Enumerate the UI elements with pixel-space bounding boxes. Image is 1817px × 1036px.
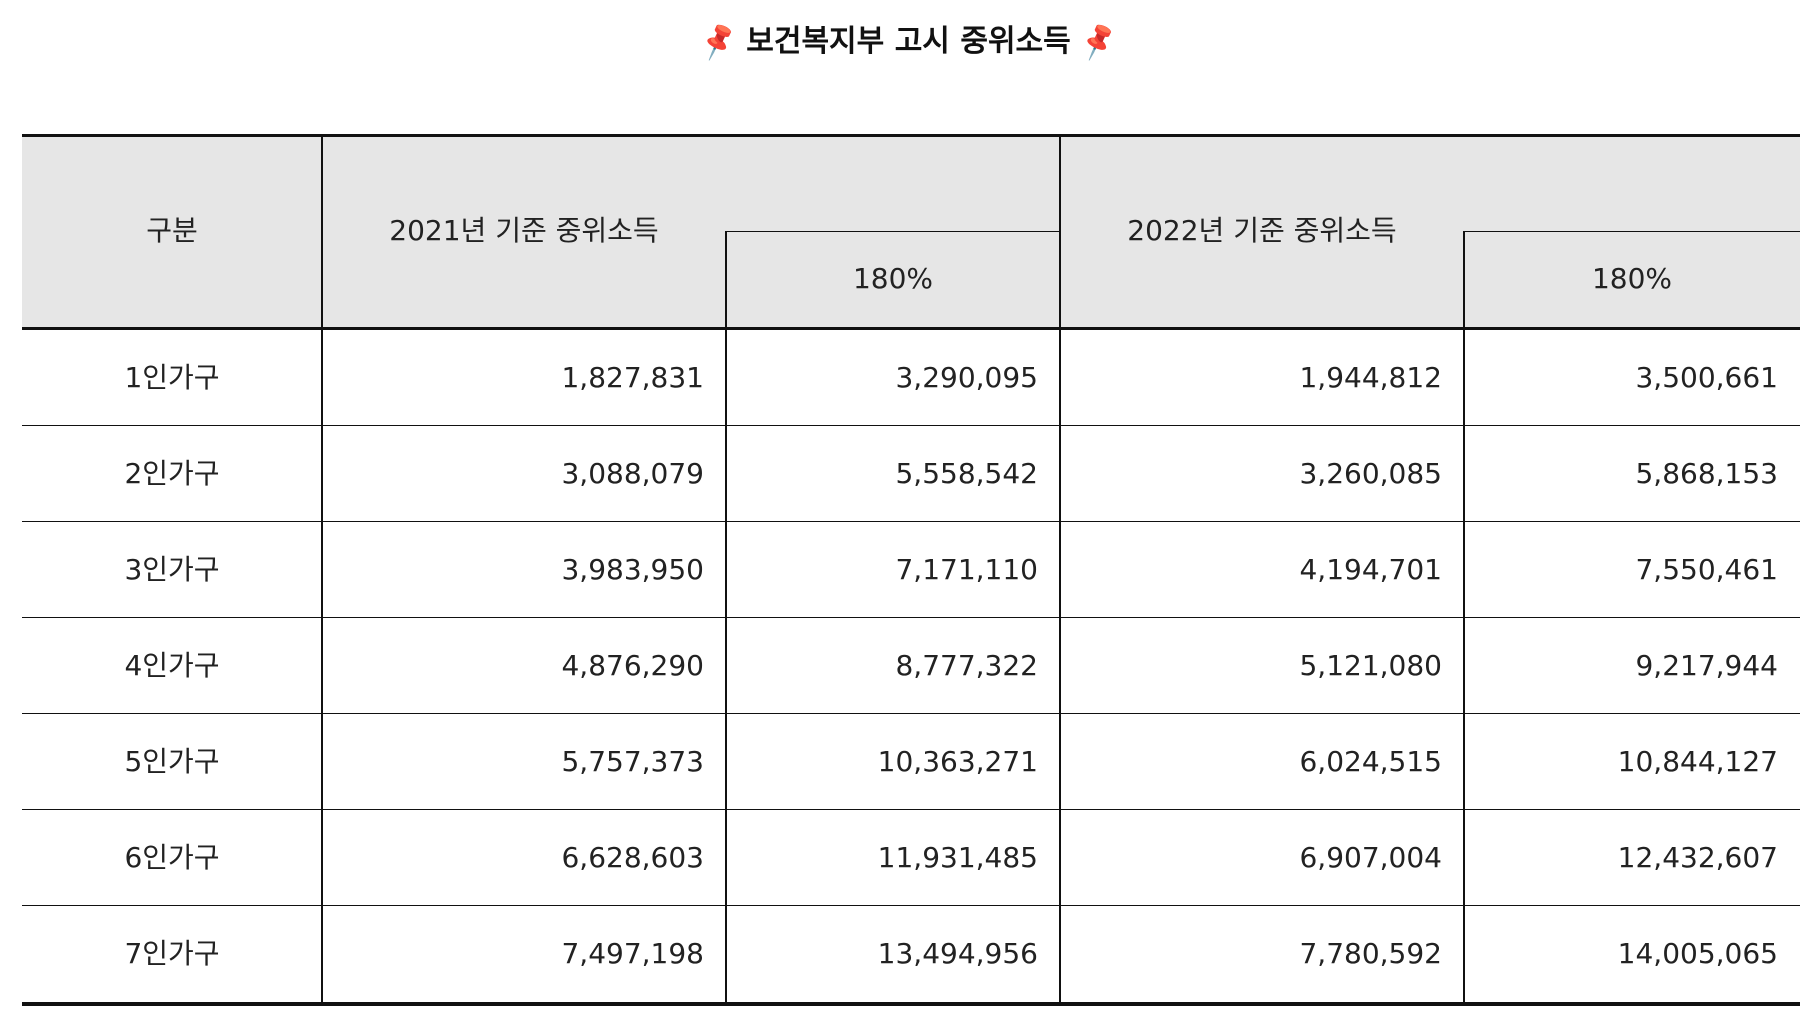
row-divider xyxy=(22,617,1800,618)
cell-2021-180pct: 13,494,956 xyxy=(877,937,1038,970)
cell-2021-median: 1,827,831 xyxy=(561,361,704,394)
cell-2022-median: 3,260,085 xyxy=(1299,457,1442,490)
cell-2021-median: 5,757,373 xyxy=(561,745,704,778)
header-2021-180pct: 180% xyxy=(852,262,934,295)
page-title: 📌 보건복지부 고시 중위소득 📌 xyxy=(0,18,1817,66)
median-income-table: 구분 2021년 기준 중위소득 180% 2022년 기준 중위소득 180%… xyxy=(22,134,1800,1006)
header-2022-180pct: 180% xyxy=(1591,262,1673,295)
pushpin-icon: 📌 xyxy=(1075,20,1121,63)
row-label: 2인가구 xyxy=(124,457,220,490)
header-2021-median: 2021년 기준 중위소득 xyxy=(389,214,659,247)
row-label: 4인가구 xyxy=(124,649,220,682)
cell-2021-180pct: 10,363,271 xyxy=(877,745,1038,778)
cell-2021-180pct: 8,777,322 xyxy=(895,649,1038,682)
cell-2022-median: 1,944,812 xyxy=(1299,361,1442,394)
cell-2022-180pct: 12,432,607 xyxy=(1617,841,1778,874)
row-divider xyxy=(22,521,1800,522)
sub-header-divider-2021 xyxy=(726,231,1060,232)
cell-2022-180pct: 9,217,944 xyxy=(1635,649,1778,682)
cell-2021-180pct: 11,931,485 xyxy=(877,841,1038,874)
cell-2021-median: 3,983,950 xyxy=(561,553,704,586)
header-2022-median: 2022년 기준 중위소득 xyxy=(1127,214,1397,247)
row-divider xyxy=(22,425,1800,426)
cell-2022-median: 6,024,515 xyxy=(1299,745,1442,778)
row-divider xyxy=(22,713,1800,714)
cell-2021-median: 3,088,079 xyxy=(561,457,704,490)
pushpin-icon: 📌 xyxy=(696,20,741,63)
cell-2021-180pct: 3,290,095 xyxy=(895,361,1038,394)
column-divider xyxy=(1059,134,1061,1004)
row-label: 6인가구 xyxy=(124,841,220,874)
row-divider xyxy=(22,905,1800,906)
title-text: 보건복지부 고시 중위소득 xyxy=(746,24,1071,59)
cell-2022-180pct: 7,550,461 xyxy=(1635,553,1778,586)
sub-header-divider-2022 xyxy=(1464,231,1800,232)
cell-2022-180pct: 10,844,127 xyxy=(1617,745,1778,778)
cell-2021-median: 4,876,290 xyxy=(561,649,704,682)
row-label: 3인가구 xyxy=(124,553,220,586)
row-label: 1인가구 xyxy=(124,361,220,394)
table-bottom-border xyxy=(22,1002,1800,1006)
cell-2021-180pct: 7,171,110 xyxy=(895,553,1038,586)
cell-2022-median: 7,780,592 xyxy=(1299,937,1442,970)
header-bottom-border xyxy=(22,327,1800,330)
cell-2021-median: 6,628,603 xyxy=(561,841,704,874)
row-divider xyxy=(22,809,1800,810)
cell-2022-180pct: 14,005,065 xyxy=(1617,937,1778,970)
table-top-border xyxy=(22,134,1800,137)
cell-2022-median: 6,907,004 xyxy=(1299,841,1442,874)
cell-2021-median: 7,497,198 xyxy=(561,937,704,970)
cell-2022-median: 5,121,080 xyxy=(1299,649,1442,682)
row-label: 7인가구 xyxy=(124,937,220,970)
row-label: 5인가구 xyxy=(124,745,220,778)
cell-2021-180pct: 5,558,542 xyxy=(895,457,1038,490)
cell-2022-180pct: 3,500,661 xyxy=(1635,361,1778,394)
column-divider xyxy=(321,134,323,1004)
cell-2022-median: 4,194,701 xyxy=(1299,553,1442,586)
cell-2022-180pct: 5,868,153 xyxy=(1635,457,1778,490)
header-category: 구분 xyxy=(146,214,198,247)
